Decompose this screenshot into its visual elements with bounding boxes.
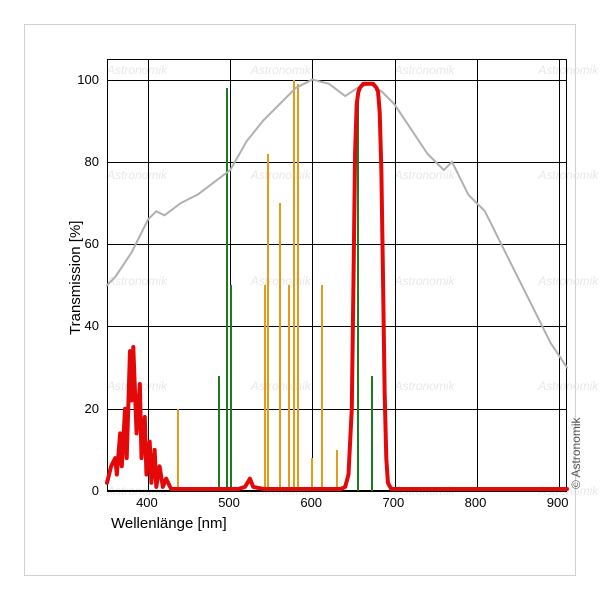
plot-area: AstronomikAstronomikAstronomikAstronomik…	[107, 59, 567, 491]
ytick-label: 80	[85, 154, 99, 169]
xtick-label: 800	[465, 495, 487, 510]
xtick-label: 900	[547, 495, 569, 510]
xtick-label: 700	[383, 495, 405, 510]
copyright-label: © Astronomik	[569, 417, 583, 489]
ytick-label: 100	[77, 72, 99, 87]
red-curve	[107, 59, 567, 491]
xtick-label: 500	[218, 495, 240, 510]
y-axis-label: Transmission [%]	[67, 221, 84, 335]
chart-frame: AstronomikAstronomikAstronomikAstronomik…	[24, 24, 576, 576]
ytick-label: 40	[85, 318, 99, 333]
xtick-label: 600	[300, 495, 322, 510]
ytick-label: 60	[85, 236, 99, 251]
ytick-label: 20	[85, 401, 99, 416]
gridline-h	[107, 491, 567, 492]
ytick-label: 0	[92, 483, 99, 498]
x-axis-label: Wellenlänge [nm]	[111, 515, 227, 532]
xtick-label: 400	[136, 495, 158, 510]
